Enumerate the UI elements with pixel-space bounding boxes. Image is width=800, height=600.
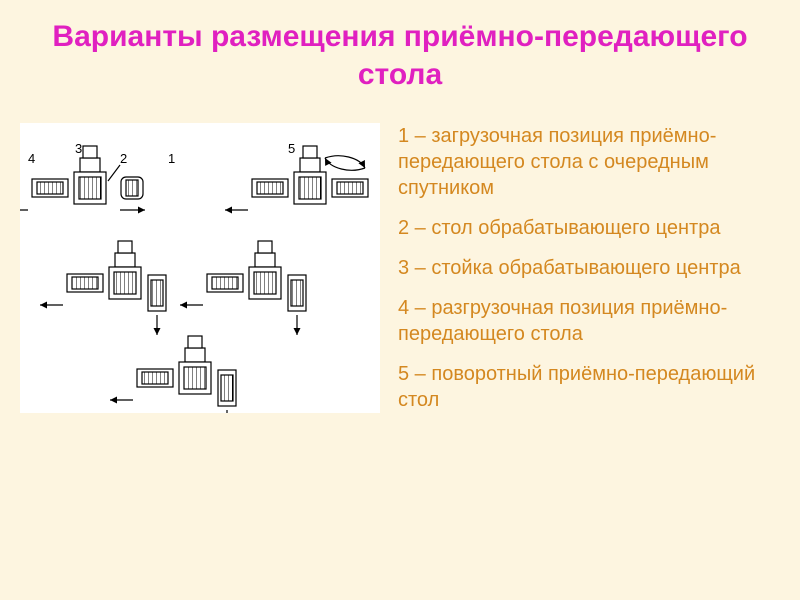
legend: 1 – загрузочная позиция приёмно-передающ… [398, 123, 770, 427]
svg-text:1: 1 [168, 151, 175, 166]
legend-item: 2 – стол обрабатывающего центра [398, 215, 770, 241]
legend-item: 3 – стойка обрабатывающего центра [398, 255, 770, 281]
legend-item: 5 – поворотный приёмно-передающий стол [398, 361, 770, 413]
svg-text:5: 5 [288, 141, 295, 156]
legend-item: 4 – разгрузочная позиция приёмно-передаю… [398, 295, 770, 347]
svg-text:4: 4 [28, 151, 35, 166]
svg-text:3: 3 [75, 141, 82, 156]
page-title: Варианты размещения приёмно-передающего … [0, 0, 800, 103]
legend-item: 1 – загрузочная позиция приёмно-передающ… [398, 123, 770, 201]
svg-text:2: 2 [120, 151, 127, 166]
diagram: 4 3 2 1 5 [20, 123, 380, 413]
content-row: 4 3 2 1 5 1 – загрузочная позиция приёмно-пе… [0, 103, 800, 427]
